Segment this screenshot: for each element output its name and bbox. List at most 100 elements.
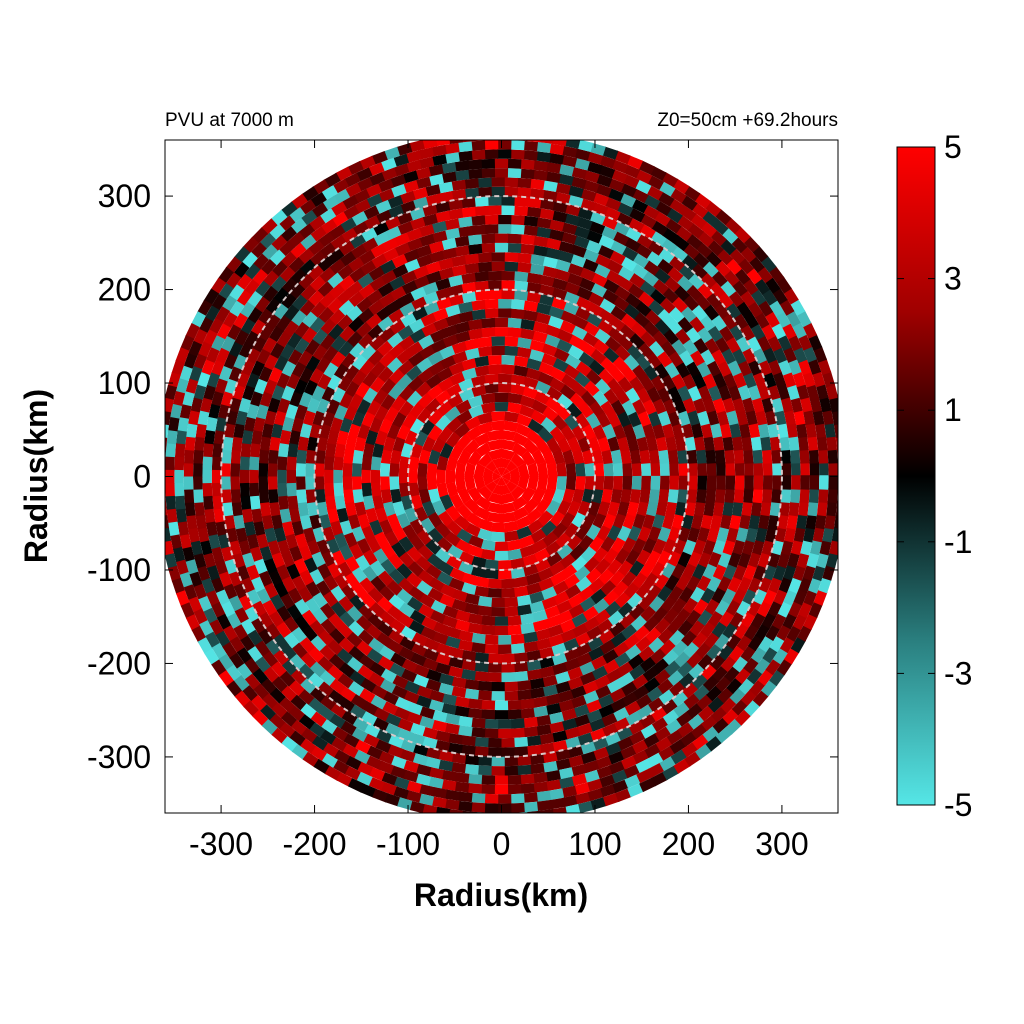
heatmap-cell: [590, 282, 608, 298]
heatmap-cell: [401, 280, 418, 295]
heatmap-cell: [327, 664, 345, 682]
heatmap-cell: [585, 412, 601, 429]
heatmap-cell: [375, 305, 393, 322]
heatmap-cell: [398, 469, 409, 484]
heatmap-cell: [514, 746, 530, 757]
heatmap-cell: [240, 318, 256, 336]
heatmap-cell: [519, 318, 535, 331]
heatmap-cell: [339, 611, 356, 628]
heatmap-cell: [490, 261, 505, 272]
heatmap-cell: [693, 435, 706, 451]
heatmap-cell: [475, 812, 490, 813]
heatmap-cell: [451, 341, 468, 355]
heatmap-cell: [669, 680, 686, 697]
heatmap-cell: [816, 552, 829, 569]
heatmap-cell: [233, 261, 250, 279]
heatmap-cell: [541, 596, 558, 610]
heatmap-cell: [657, 247, 675, 264]
heatmap-cell: [620, 488, 632, 504]
heatmap-cell: [643, 732, 661, 748]
heatmap-cell: [308, 672, 325, 690]
heatmap-cell: [453, 422, 470, 439]
heatmap-cell: [404, 680, 421, 695]
heatmap-cell: [498, 635, 513, 645]
heatmap-cell: [448, 361, 465, 376]
heatmap-cell: [197, 341, 213, 359]
heatmap-cell: [464, 764, 481, 775]
heatmap-cell: [552, 488, 566, 504]
heatmap-cell: [361, 525, 376, 542]
heatmap-cell: [425, 539, 442, 556]
heatmap-cell: [582, 605, 600, 622]
heatmap-cell: [446, 520, 463, 537]
heatmap-cell: [232, 384, 246, 402]
heatmap-cell: [439, 442, 454, 459]
heatmap-cell: [454, 330, 471, 344]
heatmap-cell: [510, 374, 526, 386]
heatmap-cell: [607, 678, 624, 694]
heatmap-cell: [451, 264, 467, 277]
heatmap-cell: [572, 448, 585, 465]
heatmap-cell: [607, 610, 625, 627]
heatmap-cell: [540, 416, 557, 433]
heatmap-cell: [258, 489, 270, 505]
heatmap-cell: [612, 355, 629, 373]
heatmap-cell: [445, 482, 459, 498]
heatmap-cell: [302, 625, 319, 643]
heatmap-cell: [425, 261, 442, 275]
heatmap-cell: [743, 656, 760, 674]
heatmap-cell: [263, 354, 279, 372]
heatmap-cell: [546, 693, 562, 706]
heatmap-cell: [585, 229, 603, 244]
heatmap-cell: [513, 576, 529, 588]
heatmap-cell: [326, 398, 340, 416]
heatmap-cell: [551, 140, 567, 147]
heatmap-cell: [752, 588, 768, 605]
heatmap-cell: [309, 192, 327, 208]
heatmap-cell: [408, 620, 426, 635]
heatmap-cell: [328, 308, 346, 326]
heatmap-cell: [324, 469, 334, 484]
heatmap-cell: [586, 625, 604, 641]
heatmap-cell: [362, 549, 378, 566]
heatmap-cell: [410, 296, 427, 311]
heatmap-cell: [561, 145, 578, 158]
heatmap-cell: [667, 385, 682, 402]
heatmap-cell: [406, 780, 424, 794]
heatmap-cell: [291, 626, 308, 644]
heatmap-cell: [429, 699, 445, 713]
heatmap-cell: [527, 476, 539, 491]
heatmap-cell: [676, 274, 694, 292]
heatmap-cell: [710, 514, 723, 530]
heatmap-cell: [323, 362, 339, 379]
heatmap-cell: [696, 693, 714, 711]
heatmap-cell: [829, 539, 838, 556]
heatmap-cell: [530, 753, 546, 765]
heatmap-cell: [320, 218, 338, 235]
heatmap-cell: [441, 703, 458, 716]
heatmap-cell: [271, 552, 286, 569]
heatmap-cell: [477, 485, 493, 501]
heatmap-cell: [560, 618, 577, 633]
heatmap-cell: [802, 321, 818, 339]
heatmap-cell: [165, 437, 168, 453]
heatmap-cell: [494, 551, 509, 561]
heatmap-cell: [212, 443, 223, 459]
heatmap-cell: [420, 626, 437, 641]
heatmap-cell: [564, 657, 581, 672]
heatmap-cell: [591, 488, 604, 504]
heatmap-cell: [470, 140, 486, 151]
heatmap-cell: [184, 489, 195, 505]
heatmap-cell: [611, 536, 626, 554]
heatmap-cell: [522, 309, 538, 322]
heatmap-cell: [372, 495, 385, 511]
heatmap-cell: [300, 652, 318, 669]
heatmap-cell: [682, 538, 697, 556]
heatmap-cell: [329, 678, 347, 695]
heatmap-cell: [543, 760, 559, 773]
heatmap-cell: [671, 423, 685, 439]
heatmap-cell: [273, 633, 290, 651]
heatmap-cell: [695, 641, 712, 659]
heatmap-cell: [387, 204, 404, 219]
